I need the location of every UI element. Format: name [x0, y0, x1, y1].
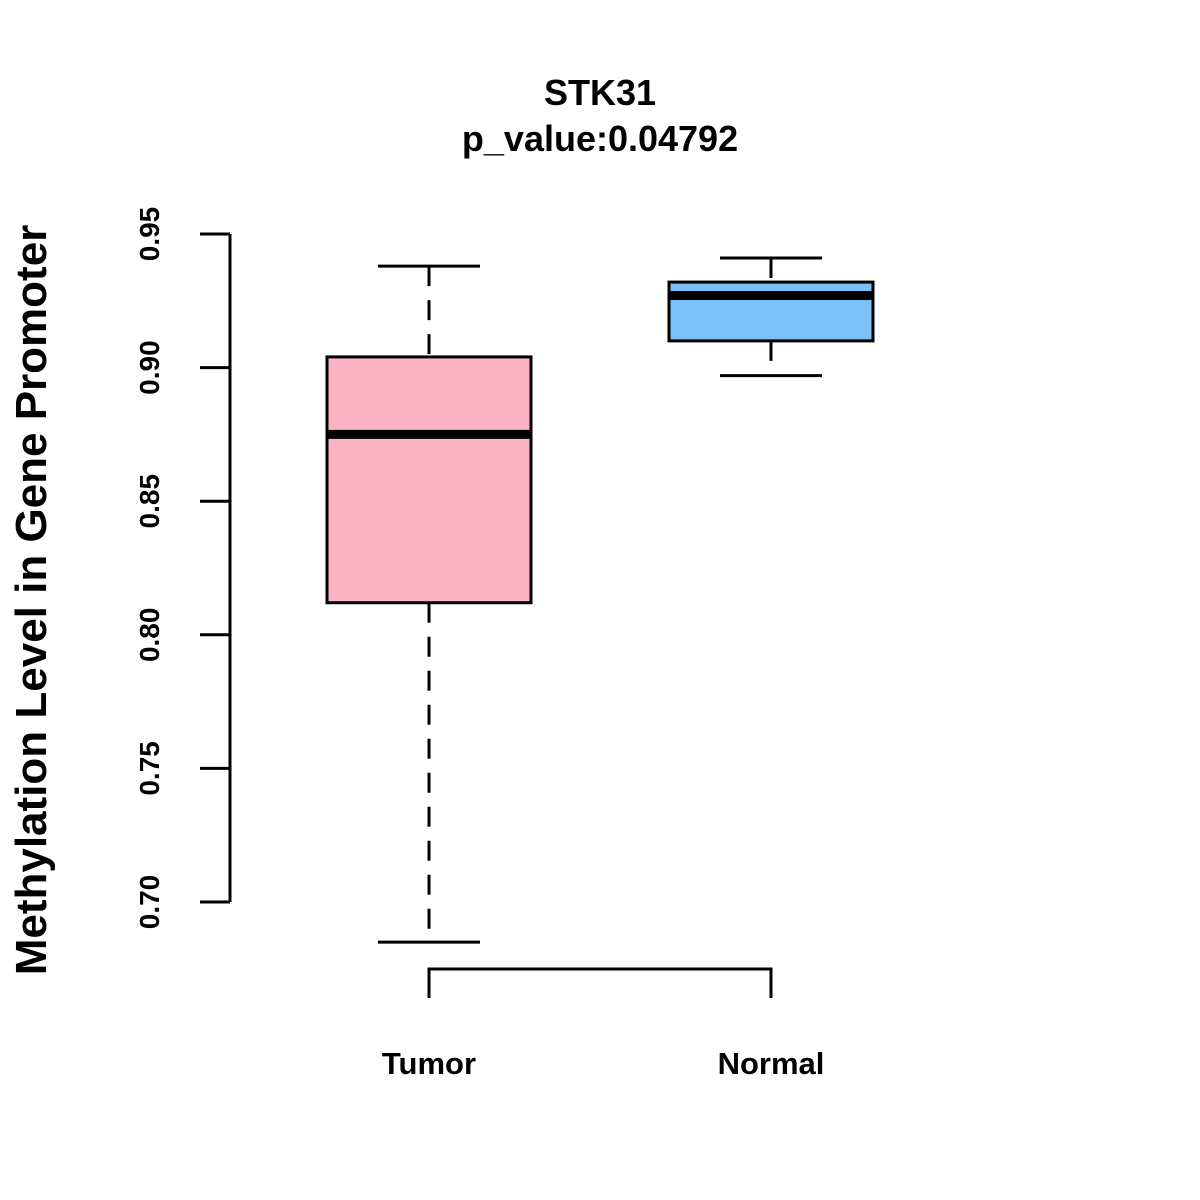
iqr-box [325, 355, 533, 605]
y-tick-label: 0.95 [134, 207, 165, 262]
chart-title: STK31 [544, 72, 656, 113]
boxes [325, 256, 875, 944]
y-tick-label: 0.85 [134, 474, 165, 529]
x-category-label: Normal [718, 1046, 825, 1081]
comparison-bracket [427, 967, 773, 998]
bracket-line [427, 967, 773, 998]
y-axis: 0.70 0.75 0.80 0.85 0.90 0.95 [134, 207, 232, 930]
chart-subtitle: p_value:0.04792 [462, 118, 738, 159]
box-normal [667, 256, 875, 378]
box-tumor [325, 264, 533, 944]
category-labels: Tumor Normal [382, 1046, 824, 1081]
iqr-box [667, 280, 875, 343]
y-tick-label: 0.75 [134, 741, 165, 796]
y-tick-label: 0.80 [134, 608, 165, 663]
y-axis-label: Methylation Level in Gene Promoter [7, 225, 56, 976]
y-tick-label: 0.90 [134, 340, 165, 395]
y-tick-label: 0.70 [134, 875, 165, 930]
x-category-label: Tumor [382, 1046, 476, 1081]
